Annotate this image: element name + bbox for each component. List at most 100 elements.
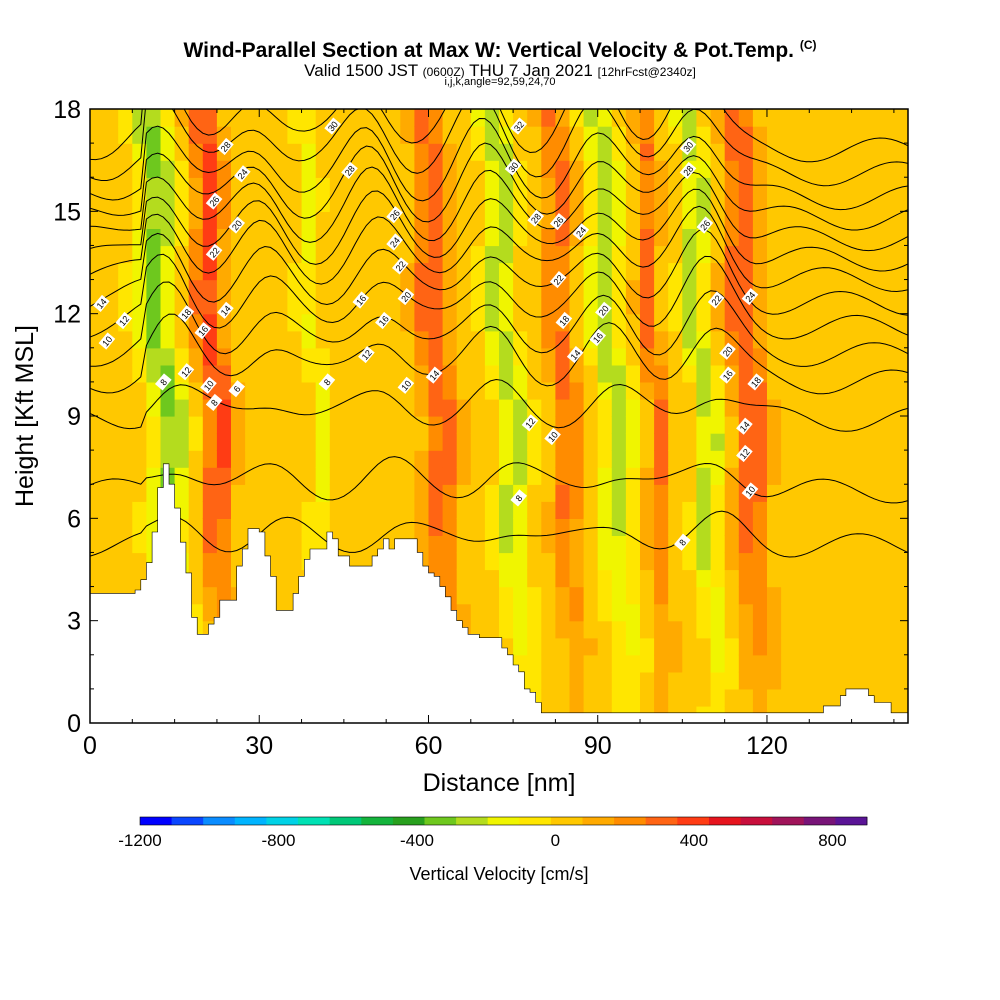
velocity-cell xyxy=(696,296,712,315)
velocity-cell xyxy=(611,603,627,622)
velocity-cell xyxy=(414,143,430,161)
velocity-cell xyxy=(527,109,542,127)
velocity-cell xyxy=(174,109,190,127)
velocity-cell xyxy=(442,245,458,264)
velocity-cell xyxy=(541,501,556,519)
velocity-cell xyxy=(273,296,288,315)
colorbar-swatch xyxy=(582,817,615,825)
velocity-cell xyxy=(640,194,655,212)
velocity-cell xyxy=(724,313,740,332)
velocity-cell xyxy=(682,416,697,434)
velocity-cell xyxy=(456,143,472,161)
velocity-cell xyxy=(343,313,359,332)
velocity-cell xyxy=(428,296,444,315)
velocity-cell xyxy=(625,160,641,178)
velocity-cell xyxy=(696,586,712,605)
velocity-cell xyxy=(893,552,908,571)
velocity-cell xyxy=(724,296,740,315)
velocity-cell xyxy=(104,416,119,434)
velocity-cell xyxy=(795,296,810,315)
velocity-cell xyxy=(104,279,119,298)
velocity-cell xyxy=(118,518,133,536)
velocity-cell xyxy=(625,177,641,195)
velocity-cell xyxy=(654,381,669,400)
velocity-cell xyxy=(541,296,556,315)
velocity-cell xyxy=(654,535,669,554)
velocity-cell xyxy=(484,569,500,588)
velocity-cell xyxy=(682,313,697,332)
contour-label: 10 xyxy=(741,482,759,500)
velocity-cell xyxy=(611,416,627,434)
velocity-cell xyxy=(710,126,726,144)
velocity-cell xyxy=(104,143,119,161)
velocity-cell xyxy=(329,450,345,468)
velocity-cell xyxy=(470,416,486,434)
velocity-cell xyxy=(301,398,317,417)
velocity-cell xyxy=(654,467,669,485)
velocity-cell xyxy=(893,211,908,229)
velocity-cell xyxy=(456,330,472,349)
velocity-cell xyxy=(216,535,232,554)
velocity-cell xyxy=(611,569,627,588)
velocity-cell xyxy=(541,654,556,673)
contour-label: 8 xyxy=(318,373,336,391)
velocity-cell xyxy=(216,518,232,536)
velocity-cell xyxy=(640,160,655,178)
velocity-cell xyxy=(809,484,824,502)
velocity-cell xyxy=(724,398,740,417)
velocity-cell xyxy=(879,484,895,502)
velocity-cell xyxy=(625,552,641,571)
velocity-cell xyxy=(160,160,176,178)
velocity-cell xyxy=(499,330,514,349)
velocity-cell xyxy=(682,177,697,195)
velocity-cell xyxy=(696,467,712,485)
velocity-cell xyxy=(456,296,472,315)
velocity-cell xyxy=(118,262,133,281)
velocity-cell xyxy=(611,381,627,400)
velocity-cell xyxy=(343,484,359,502)
velocity-cell xyxy=(893,330,908,349)
velocity-cell xyxy=(513,211,528,229)
velocity-cell xyxy=(781,211,796,229)
velocity-cell xyxy=(738,262,754,281)
velocity-cell xyxy=(893,143,908,161)
contour-label: 12 xyxy=(177,363,195,381)
velocity-cell xyxy=(682,501,697,519)
velocity-cell xyxy=(513,450,528,468)
velocity-cell xyxy=(315,313,331,332)
velocity-cell xyxy=(752,501,768,519)
velocity-cell xyxy=(893,688,908,707)
velocity-cell xyxy=(837,245,853,264)
velocity-cell xyxy=(781,501,796,519)
velocity-cell xyxy=(893,160,908,178)
velocity-cell xyxy=(795,330,810,349)
contour-label-text: 32 xyxy=(512,119,526,133)
velocity-cell xyxy=(541,569,556,588)
velocity-cell xyxy=(583,398,599,417)
velocity-cell xyxy=(90,552,105,571)
velocity-cell xyxy=(696,126,712,144)
contour-label: 24 xyxy=(572,223,590,241)
velocity-cell xyxy=(583,381,599,400)
velocity-cell xyxy=(259,126,274,144)
velocity-cell xyxy=(781,416,796,434)
velocity-cell xyxy=(118,177,133,195)
velocity-cell xyxy=(752,688,768,707)
velocity-cell xyxy=(287,177,303,195)
velocity-cell xyxy=(809,313,824,332)
velocity-cell xyxy=(386,467,401,485)
velocity-cell xyxy=(470,160,486,178)
velocity-cell xyxy=(174,433,190,451)
velocity-cell xyxy=(668,484,683,502)
y-tick-label: 6 xyxy=(67,505,81,533)
velocity-cell xyxy=(484,143,500,161)
velocity-cell xyxy=(202,586,218,605)
velocity-cell xyxy=(273,398,288,417)
velocity-cell xyxy=(174,177,190,195)
contour-label: 10 xyxy=(397,376,415,394)
velocity-cell xyxy=(442,296,458,315)
contour-label: 30 xyxy=(324,117,341,135)
x-axis-label: Distance [nm] xyxy=(423,769,576,797)
velocity-cell xyxy=(456,518,472,536)
velocity-cell xyxy=(611,177,627,195)
